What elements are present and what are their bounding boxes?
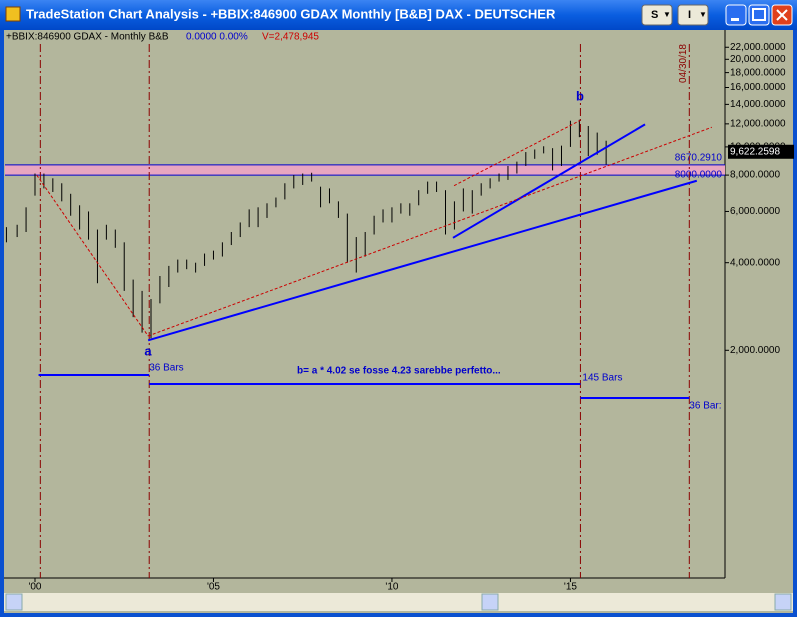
s-button[interactable] xyxy=(641,4,673,26)
s-button-label: S xyxy=(651,9,658,21)
last-price-box xyxy=(728,144,794,159)
header-volume: V=2,478,945 xyxy=(262,32,319,43)
chart-area xyxy=(4,30,793,613)
app-icon xyxy=(5,6,21,22)
bar-count-label: 36 Bar: xyxy=(689,401,721,412)
i-button-label: I xyxy=(688,9,691,21)
trendline xyxy=(147,179,698,342)
annotation: a xyxy=(144,343,152,358)
window-title: TradeStation Chart Analysis - +BBIX:8469… xyxy=(26,6,556,21)
y-tick-label: 14,000.0000 xyxy=(730,99,786,110)
trendline xyxy=(36,174,149,337)
i-button[interactable] xyxy=(677,4,709,26)
annotation: b xyxy=(576,88,584,103)
last-price-label: 9,622.2598 xyxy=(730,146,780,157)
trendline xyxy=(453,119,581,187)
level-label: 8670.2910 xyxy=(675,153,723,164)
i-arrow: ▼ xyxy=(699,10,707,19)
level-band xyxy=(5,164,725,176)
y-tick-label: 18,000.0000 xyxy=(730,67,786,78)
x-tick-label: '05 xyxy=(207,582,220,593)
scroll-right[interactable] xyxy=(774,593,792,611)
scroll-thumb[interactable] xyxy=(481,593,499,611)
scroll-left[interactable] xyxy=(5,593,23,611)
x-tick-label: '15 xyxy=(564,582,577,593)
y-tick-label: 6,000.0000 xyxy=(730,206,780,217)
y-tick-label: 8,000.0000 xyxy=(730,170,780,181)
x-tick-label: '10 xyxy=(385,582,398,593)
trendline xyxy=(147,126,712,337)
annotation: b= a * 4.02 se fosse 4.23 sarebbe perfet… xyxy=(297,366,501,377)
minimize-icon xyxy=(731,18,739,21)
date-line-label: 04/30/18 xyxy=(678,44,689,83)
s-arrow: ▼ xyxy=(663,10,671,19)
maximize-icon xyxy=(752,8,766,21)
y-tick-label: 2,000.0000 xyxy=(730,345,780,356)
close-icon xyxy=(776,9,788,21)
level-label: 8000.0000 xyxy=(675,170,723,181)
trendline xyxy=(452,123,646,239)
y-tick-label: 22,000.0000 xyxy=(730,42,786,53)
bar-count-label: 145 Bars xyxy=(582,373,622,384)
bar-count-label: 36 Bars xyxy=(149,363,183,374)
y-tick-label: 16,000.0000 xyxy=(730,82,786,93)
scrollbar[interactable] xyxy=(4,593,793,611)
y-tick-label: 12,000.0000 xyxy=(730,118,786,129)
header-change: 0.0000 0.00% xyxy=(186,32,248,43)
y-tick-label: 4,000.0000 xyxy=(730,257,780,268)
header-symbol: +BBIX:846900 GDAX - Monthly B&B xyxy=(6,32,169,43)
x-tick-label: '00 xyxy=(28,582,41,593)
minimize-button[interactable] xyxy=(725,4,747,26)
y-tick-label: 20,000.0000 xyxy=(730,54,786,65)
